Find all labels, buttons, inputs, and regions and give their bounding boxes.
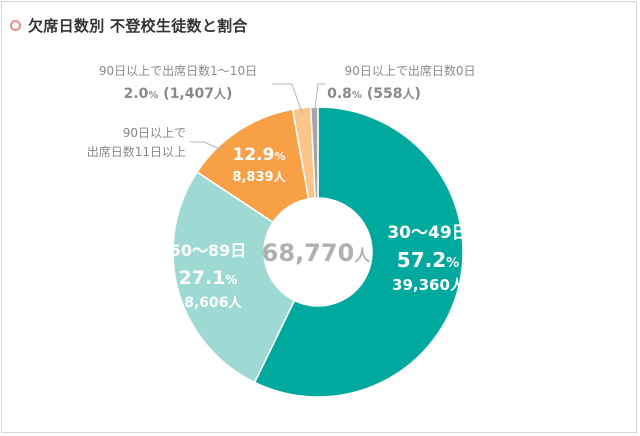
slice-30-49-days [253,106,464,398]
count-90plus-11plus: 8,839人 [232,169,286,185]
chart-header: 欠席日数別 不登校生徒数と割合 [10,14,248,36]
value-90plus-1-10: 2.0% (1,407人) [124,86,233,102]
leader-90plus-1-10 [272,83,303,115]
slice-90plus-0 [309,106,319,199]
label-30-49-days: 30〜49日 [387,223,468,243]
total-unit: 人 [354,246,371,265]
chart-title: 欠席日数別 不登校生徒数と割合 [28,16,248,35]
count-50-89-days: 18,606人 [174,295,242,311]
value-90plus-0: 0.8% (558人) [327,86,421,102]
center-total: 68,770人 [262,239,372,267]
percent-30-49-days: 57.2% [397,248,459,272]
leader-90plus-0 [314,83,326,114]
circle-icon [10,19,21,31]
label-90plus-1-10: 90日以上で出席日数1〜10日 [99,63,257,78]
label-90plus-11plus-line1: 90日以上で [123,126,186,140]
total-value: 68,770 [262,239,355,267]
leader-90plus-11plus [190,141,223,151]
slice-50-89-days [172,170,296,384]
percent-50-89-days: 27.1% [179,267,238,289]
label-50-89-days: 50〜89日 [170,241,247,260]
label-90plus-11plus-line2: 出席日数11日以上 [87,144,186,159]
count-30-49-days: 39,360人 [392,276,465,294]
percent-90plus-11plus: 12.9% [233,145,286,165]
label-90plus-0: 90日以上で出席日数0日 [345,63,476,78]
